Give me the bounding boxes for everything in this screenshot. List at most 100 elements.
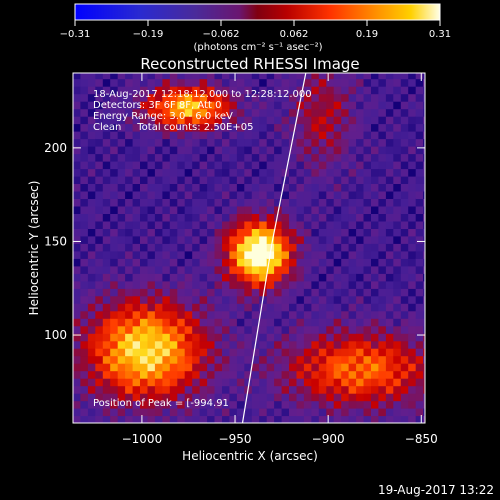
heatmap-cell <box>169 235 178 244</box>
heatmap-cell <box>102 205 111 214</box>
heatmap-cell <box>199 333 208 342</box>
heatmap-cell <box>199 258 208 267</box>
heatmap-cell <box>125 175 134 184</box>
x-tick-label: −900 <box>312 432 345 446</box>
heatmap-cell <box>311 228 320 237</box>
heatmap-cell <box>102 288 111 297</box>
heatmap-cell <box>102 393 111 402</box>
heatmap-cell <box>140 385 148 394</box>
heatmap-cell <box>140 408 148 417</box>
heatmap-cell <box>266 325 275 334</box>
heatmap-cell <box>318 108 327 117</box>
heatmap-cell <box>140 258 148 267</box>
heatmap-cell <box>207 213 216 222</box>
heatmap-cell <box>363 228 372 237</box>
heatmap-cell <box>326 146 335 155</box>
heatmap-cell <box>169 415 178 423</box>
heatmap-cell <box>289 73 297 80</box>
heatmap-cell <box>236 138 245 147</box>
heatmap-cell <box>333 108 342 117</box>
heatmap-cell <box>400 303 409 312</box>
heatmap-cell <box>356 400 365 409</box>
annotation-total-counts: Clean Total counts: 2.50E+05 <box>93 122 253 133</box>
heatmap-cell <box>207 393 216 402</box>
heatmap-cell <box>371 415 379 423</box>
heatmap-cell <box>318 273 327 282</box>
heatmap-cell <box>326 243 335 252</box>
heatmap-cell <box>415 340 424 349</box>
heatmap-cell <box>87 400 96 409</box>
heatmap-cell <box>363 273 372 282</box>
heatmap-cell <box>400 198 409 207</box>
heatmap-cell <box>177 288 186 297</box>
heatmap-cell <box>110 415 119 423</box>
heatmap-cell <box>356 378 365 387</box>
heatmap-cell <box>229 265 238 274</box>
heatmap-cell <box>266 265 275 274</box>
heatmap-cell <box>222 310 230 319</box>
heatmap-cell <box>371 265 379 274</box>
heatmap-cell <box>385 370 394 379</box>
heatmap-cell <box>192 205 201 214</box>
heatmap-cell <box>311 78 320 87</box>
heatmap-cell <box>385 235 394 244</box>
heatmap-cell <box>415 86 424 95</box>
heatmap-cell <box>117 123 126 132</box>
heatmap-cell <box>222 101 230 110</box>
heatmap-cell <box>132 355 141 364</box>
heatmap-cell <box>222 378 230 387</box>
heatmap-cell <box>289 108 297 117</box>
heatmap-cell <box>415 161 424 170</box>
heatmap-cell <box>296 378 305 387</box>
heatmap-cell <box>214 265 223 274</box>
heatmap-cell <box>408 348 417 357</box>
heatmap-cell <box>378 205 387 214</box>
heatmap-cell <box>207 175 216 184</box>
heatmap-cell <box>125 310 134 319</box>
heatmap-cell <box>333 340 342 349</box>
heatmap-cell <box>102 250 111 259</box>
heatmap-cell <box>162 355 171 364</box>
heatmap-cell <box>192 146 201 155</box>
heatmap-cell <box>378 303 387 312</box>
heatmap-cell <box>73 408 81 417</box>
heatmap-cell <box>400 288 409 297</box>
heatmap-cell <box>80 400 89 409</box>
heatmap-cell <box>259 363 268 372</box>
heatmap-cell <box>236 213 245 222</box>
heatmap-cell <box>244 250 253 259</box>
heatmap-cell <box>140 161 148 170</box>
heatmap-cell <box>87 355 96 364</box>
heatmap-cell <box>117 280 126 289</box>
heatmap-cell <box>400 265 409 274</box>
heatmap-cell <box>259 355 268 364</box>
heatmap-cell <box>222 168 230 177</box>
heatmap-cell <box>244 108 253 117</box>
heatmap-cell <box>415 213 424 222</box>
heatmap-cell <box>199 280 208 289</box>
heatmap-cell <box>266 273 275 282</box>
heatmap-cell <box>207 318 216 327</box>
heatmap-cell <box>371 318 379 327</box>
heatmap-cell <box>169 198 178 207</box>
heatmap-cell <box>199 78 208 87</box>
heatmap-cell <box>363 415 372 423</box>
heatmap-cell <box>318 378 327 387</box>
heatmap-cell <box>303 78 312 87</box>
heatmap-cell <box>244 310 253 319</box>
heatmap-cell <box>140 175 148 184</box>
heatmap-cell <box>95 408 104 417</box>
heatmap-cell <box>117 161 126 170</box>
heatmap-cell <box>348 78 357 87</box>
heatmap-cell <box>266 101 275 110</box>
heatmap-cell <box>80 385 89 394</box>
heatmap-cell <box>125 228 134 237</box>
heatmap-cell <box>125 363 134 372</box>
heatmap-cell <box>207 348 216 357</box>
heatmap-cell <box>356 355 365 364</box>
heatmap-cell <box>244 235 253 244</box>
heatmap-cell <box>378 235 387 244</box>
heatmap-cell <box>244 303 253 312</box>
heatmap-cell <box>214 235 223 244</box>
